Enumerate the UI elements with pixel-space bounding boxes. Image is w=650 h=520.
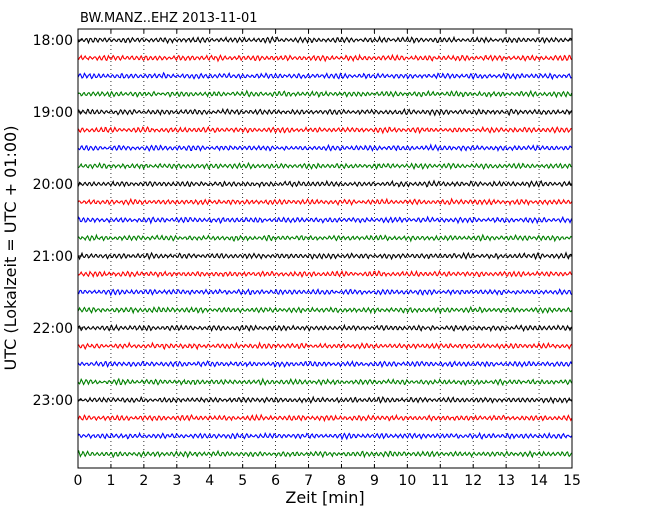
x-tick-label: 9 [370, 473, 379, 489]
seismogram-trace [78, 233, 572, 243]
seismogram-trace [77, 143, 573, 153]
x-tick-label: 13 [497, 473, 515, 489]
seismogram-trace [77, 125, 572, 135]
seismogram-trace [77, 449, 573, 459]
chart-title: BW.MANZ..EHZ 2013-11-01 [80, 11, 258, 26]
trace-group [77, 35, 573, 459]
y-tick-label: 18:00 [33, 33, 73, 49]
seismogram-trace [77, 323, 573, 333]
plot-frame [77, 28, 573, 469]
seismogram-trace [77, 269, 573, 279]
x-axis-label: Zeit [min] [285, 488, 364, 507]
seismogram-trace [77, 431, 573, 441]
x-tick-label: 6 [271, 473, 280, 489]
y-tick-label: 20:00 [33, 177, 73, 193]
seismogram-trace [77, 179, 572, 189]
x-tick-label: 7 [304, 473, 313, 489]
axis-ticks: 0 1 2 3 4 5 6 7 8 9 10 11 12 13 14 1518:0019:0020:0021:… [33, 29, 581, 489]
seismogram-trace [77, 161, 572, 171]
seismogram-trace [77, 197, 573, 207]
y-axis-label: UTC (Lokalzeit = UTC + 01:00) [1, 126, 20, 371]
seismogram-trace [77, 35, 573, 45]
seismogram-trace [77, 215, 573, 225]
x-tick-label: 10 [398, 473, 416, 489]
y-tick-label: 21:00 [33, 249, 73, 265]
x-tick-label: 12 [464, 473, 482, 489]
seismogram-trace [77, 377, 573, 387]
x-tick-label: 15 [563, 473, 581, 489]
seismogram-trace [77, 251, 573, 261]
x-tick-label: 11 [431, 473, 449, 489]
y-tick-label: 19:00 [33, 105, 73, 121]
seismogram-trace [77, 305, 573, 315]
seismogram-trace [77, 413, 573, 423]
x-tick-label: 0 [74, 473, 83, 489]
seismogram-trace [77, 288, 573, 297]
x-tick-label: 5 [238, 473, 247, 489]
y-tick-label: 23:00 [33, 393, 73, 409]
x-tick-label: 8 [337, 473, 346, 489]
seismogram-trace [77, 53, 573, 63]
seismogram-trace [77, 341, 573, 351]
seismogram-trace [77, 395, 572, 405]
x-tick-label: 4 [205, 473, 214, 489]
seismogram-trace [77, 359, 573, 369]
seismogram-trace [77, 107, 573, 117]
x-tick-label: 3 [172, 473, 181, 489]
y-tick-label: 22:00 [33, 321, 73, 337]
seismogram-trace [77, 71, 572, 81]
seismogram-trace [77, 89, 573, 99]
x-tick-label: 14 [530, 473, 548, 489]
x-tick-label: 1 [106, 473, 115, 489]
x-tick-label: 2 [139, 473, 148, 489]
